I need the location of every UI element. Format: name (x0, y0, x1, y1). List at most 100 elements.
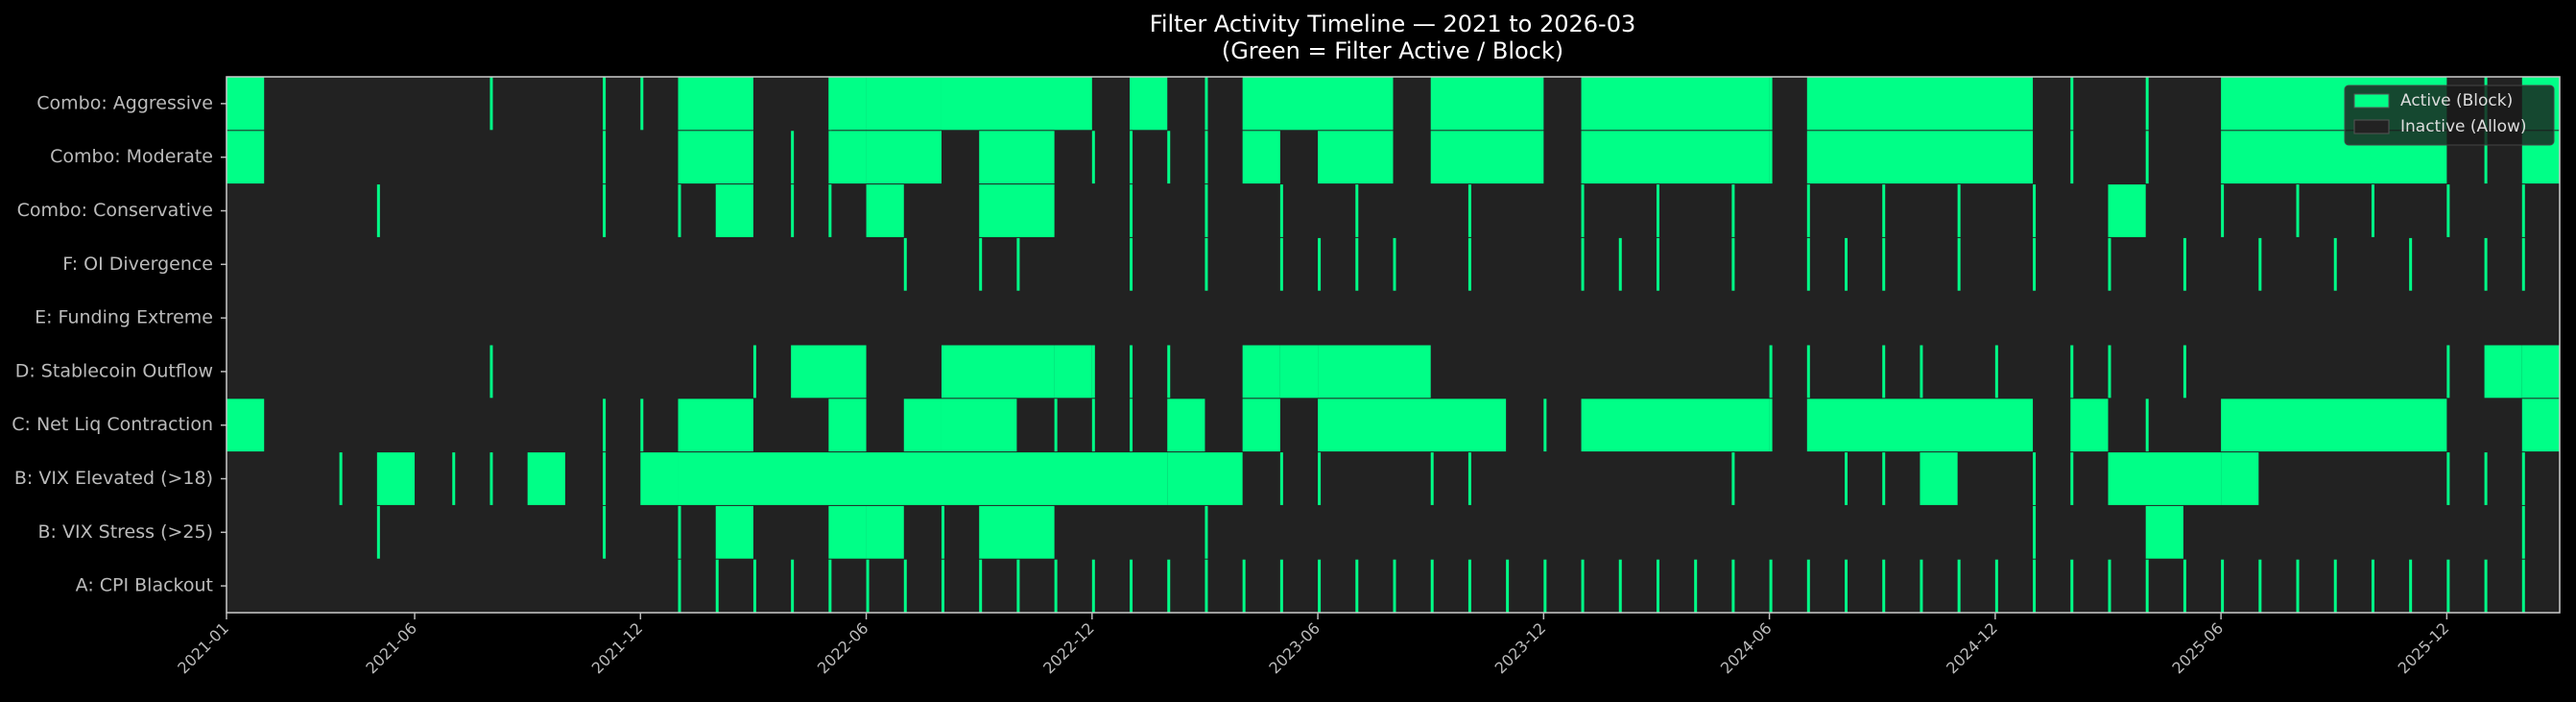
active-event (1205, 77, 1208, 131)
legend: Active (Block) Inactive (Allow) (2344, 85, 2555, 146)
active-event (489, 345, 493, 399)
active-event (752, 345, 756, 399)
active-event (1882, 345, 1886, 399)
active-event (1506, 559, 1510, 613)
y-tick-label: D: Stablecoin Outflow (15, 360, 213, 381)
active-event (1167, 559, 1171, 613)
active-span (678, 77, 753, 131)
active-event (2484, 559, 2488, 613)
active-event (791, 131, 795, 184)
active-event (828, 77, 832, 131)
active-event (678, 505, 681, 559)
active-event (1355, 184, 1359, 237)
active-event (2145, 77, 2149, 131)
active-event (2182, 559, 2186, 613)
active-event (1091, 559, 1095, 613)
legend-swatch (2353, 93, 2390, 109)
active-event (2145, 131, 2149, 184)
active-event (1769, 559, 1773, 613)
active-span (1167, 452, 1243, 505)
active-event (1581, 237, 1585, 291)
active-span (1279, 345, 1319, 399)
active-event (1806, 345, 1810, 399)
active-event (979, 559, 983, 613)
active-event (1882, 237, 1886, 291)
active-event (2258, 237, 2262, 291)
active-span (866, 77, 942, 131)
active-span (1167, 399, 1205, 452)
active-event (1882, 184, 1886, 237)
active-event (2409, 559, 2413, 613)
active-span (828, 131, 867, 184)
active-event (1393, 237, 1396, 291)
active-event (1430, 452, 1434, 505)
active-event (1769, 131, 1773, 184)
active-event (376, 505, 380, 559)
active-event (1769, 77, 1773, 131)
y-tick-label: A: CPI Blackout (76, 575, 213, 596)
active-event (1205, 131, 1208, 184)
active-span (1806, 131, 2034, 184)
active-event (1318, 452, 1322, 505)
active-span (1581, 77, 1770, 131)
active-span (1318, 345, 1431, 399)
active-event (678, 559, 681, 613)
active-span (866, 505, 904, 559)
active-event (1279, 452, 1283, 505)
active-event (941, 505, 944, 559)
active-event (2070, 77, 2074, 131)
active-event (2521, 559, 2525, 613)
active-event (903, 559, 907, 613)
active-span (866, 131, 942, 184)
active-event (603, 399, 607, 452)
active-event (603, 184, 607, 237)
active-event (2033, 237, 2037, 291)
active-event (1393, 559, 1396, 613)
active-event (2333, 559, 2337, 613)
active-event (2446, 559, 2450, 613)
active-span (2108, 184, 2146, 237)
active-event (2108, 345, 2111, 399)
active-event (2033, 559, 2037, 613)
active-event (1957, 184, 1961, 237)
active-event (1091, 345, 1095, 399)
active-event (1091, 399, 1095, 452)
active-event (1543, 559, 1547, 613)
active-event (1731, 559, 1735, 613)
active-event (1882, 559, 1886, 613)
active-span (2484, 345, 2522, 399)
active-span (227, 399, 265, 452)
plot-frame (226, 76, 2561, 614)
active-event (1920, 345, 1923, 399)
active-event (1318, 237, 1322, 291)
active-event (2484, 452, 2488, 505)
active-event (1581, 184, 1585, 237)
active-event (2296, 184, 2300, 237)
active-event (1882, 452, 1886, 505)
active-event (1016, 559, 1020, 613)
active-event (1845, 237, 1849, 291)
active-event (2070, 452, 2074, 505)
active-event (603, 505, 607, 559)
active-event (1920, 559, 1923, 613)
active-event (1467, 237, 1471, 291)
y-tick-label: B: VIX Elevated (>18) (14, 468, 213, 489)
active-event (2484, 237, 2488, 291)
active-event (1769, 345, 1773, 399)
active-span (376, 452, 416, 505)
active-span (979, 184, 1055, 237)
active-span (1430, 77, 1544, 131)
active-event (2258, 559, 2262, 613)
active-span (2108, 452, 2222, 505)
active-event (1994, 559, 1998, 613)
active-event (603, 131, 607, 184)
active-event (2296, 559, 2300, 613)
active-event (1054, 559, 1058, 613)
active-event (2521, 184, 2525, 237)
active-span (828, 399, 867, 452)
active-event (2371, 184, 2374, 237)
active-event (752, 559, 756, 613)
active-event (2182, 237, 2186, 291)
active-event (979, 237, 983, 291)
active-span (903, 399, 942, 452)
